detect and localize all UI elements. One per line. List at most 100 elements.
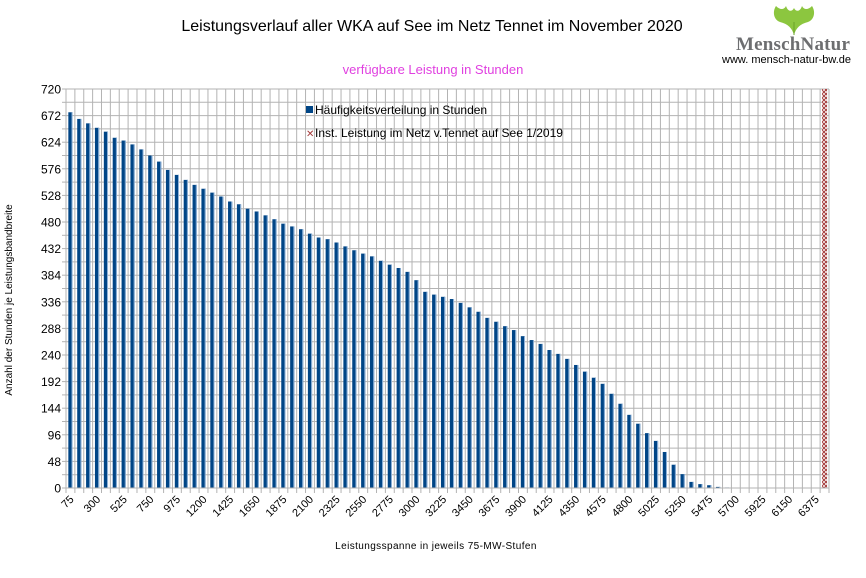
y-tick-label: 528	[41, 189, 61, 203]
bar	[228, 201, 233, 488]
ginkgo-leaf-icon	[773, 6, 815, 35]
bar	[369, 256, 375, 488]
bar	[219, 196, 224, 488]
installed-capacity-marker	[822, 89, 828, 488]
bar-highlight	[169, 169, 171, 489]
bar	[485, 317, 490, 488]
bar-highlight	[444, 296, 446, 488]
bar-highlight	[701, 484, 703, 488]
bar-highlight	[665, 451, 667, 488]
bar	[165, 169, 171, 489]
bar	[698, 484, 703, 488]
bar	[432, 294, 437, 488]
x-tick-label: 3450	[450, 494, 476, 520]
bar	[671, 464, 676, 488]
x-tick-label: 2775	[370, 494, 396, 520]
y-tick-label: 240	[41, 349, 61, 363]
bar-highlight	[461, 302, 463, 488]
y-tick-label: 144	[41, 402, 61, 416]
bar	[565, 358, 570, 488]
bar	[68, 112, 73, 489]
bar-highlight	[497, 321, 499, 488]
bar	[112, 137, 117, 488]
y-tick-label: 96	[48, 428, 62, 442]
bar	[378, 260, 384, 488]
axes	[62, 88, 830, 493]
bar-highlight	[426, 291, 428, 488]
x-tick-label: 6375	[796, 494, 822, 520]
bar-highlight	[683, 474, 685, 488]
bar	[157, 161, 162, 489]
bar-highlight	[311, 233, 313, 488]
legend-swatch-hatched: ✕	[306, 129, 315, 140]
bar-highlight	[284, 223, 286, 488]
x-tick-label: 3000	[397, 494, 423, 520]
y-tick-label: 624	[41, 136, 61, 150]
bar-highlight	[160, 161, 162, 489]
bar-highlight	[524, 336, 526, 488]
bar	[352, 250, 357, 488]
bar	[547, 350, 552, 488]
bar	[77, 118, 82, 489]
installed-capacity-bar	[822, 89, 828, 488]
logo-brand: MenschNatur	[736, 34, 851, 55]
bar	[86, 123, 91, 488]
bar-highlight	[328, 239, 330, 488]
bar	[174, 174, 180, 489]
bar-highlight	[399, 267, 401, 488]
bar-highlight	[302, 229, 304, 488]
bar-highlight	[231, 201, 233, 488]
bar-highlight	[710, 485, 712, 488]
x-tick-label: 1200	[184, 494, 210, 520]
bar-highlight	[390, 264, 392, 488]
bar-highlight	[89, 123, 91, 488]
chart-title: Leistungsverlauf aller WKA auf See im Ne…	[0, 18, 866, 36]
bar	[636, 423, 641, 488]
bar	[130, 144, 135, 488]
bar	[272, 219, 277, 488]
bar-highlight	[515, 330, 517, 488]
bar-highlight	[692, 481, 694, 488]
bar	[511, 330, 517, 488]
bar-highlight	[213, 192, 215, 489]
bar	[414, 280, 419, 488]
x-tick-label: 2550	[344, 494, 370, 520]
bar-highlight	[98, 127, 100, 489]
x-tick-label: 2325	[317, 494, 343, 520]
bar	[325, 239, 330, 488]
bar-highlight	[355, 250, 357, 488]
bar-highlight	[186, 179, 188, 488]
bars	[68, 112, 730, 489]
bar-highlight	[417, 280, 419, 488]
bar-highlight	[435, 294, 437, 488]
bar-highlight	[541, 343, 543, 488]
x-tick-label: 1425	[210, 494, 236, 520]
bar	[529, 340, 534, 488]
bar-highlight	[364, 253, 366, 488]
y-tick-label: 672	[41, 109, 61, 123]
bar-highlight	[115, 137, 117, 488]
bar-highlight	[408, 271, 410, 488]
bar-highlight	[577, 364, 579, 488]
x-tick-label: 5925	[743, 494, 769, 520]
bar-highlight	[222, 196, 224, 488]
bar	[396, 267, 401, 488]
bar	[236, 204, 242, 488]
bar-highlight	[719, 486, 721, 488]
bar-highlight	[337, 242, 339, 488]
x-axis-label: Leistungsspanne in jeweils 75-MW-Stufen	[335, 541, 537, 552]
bar-highlight	[532, 340, 534, 488]
bar	[121, 140, 126, 488]
x-tick-label: 750	[135, 494, 156, 515]
bar	[591, 377, 596, 488]
bar-highlight	[319, 237, 321, 488]
bar	[201, 188, 206, 488]
bar	[503, 326, 508, 488]
x-tick-label: 2100	[290, 494, 316, 520]
bar	[707, 485, 712, 488]
bar	[662, 451, 667, 488]
bar	[440, 296, 446, 488]
bar-highlight	[293, 226, 295, 488]
bar	[139, 149, 144, 488]
bar-highlight	[151, 155, 153, 488]
